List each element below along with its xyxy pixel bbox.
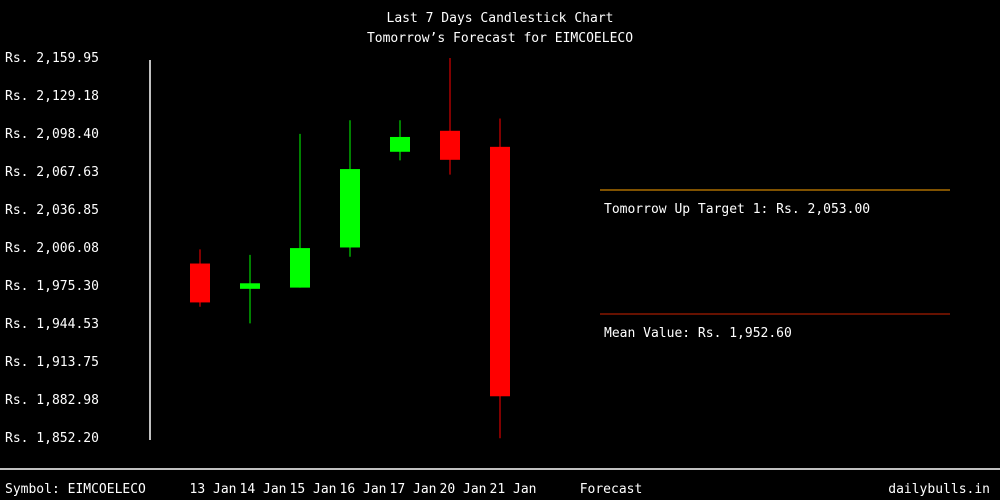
x-axis: 13 Jan 14 Jan 15 Jan 16 Jan 17 Jan 20 Jan 21 J…: [190, 482, 537, 497]
candle-body: [340, 169, 360, 248]
y-tick-label: Rs. 2,098.40: [5, 127, 99, 142]
y-tick-label: Rs. 1,975.30: [5, 279, 99, 294]
y-tick-label: Rs. 1,882.98: [5, 393, 99, 408]
y-axis: Rs. 2,159.95 Rs. 2,129.18 Rs. 2,098.40 Rs. …: [5, 51, 99, 446]
y-tick-label: Rs. 2,067.63: [5, 165, 99, 180]
candle: [240, 254, 260, 324]
forecast-annotation-label: Tomorrow Up Target 1: Rs. 2,053.00: [604, 202, 870, 217]
candle: [440, 57, 460, 175]
y-tick-label: Rs. 1,852.20: [5, 431, 99, 446]
x-tick-label: 17 Jan: [390, 482, 437, 497]
candle-body: [440, 130, 460, 160]
candle-body: [290, 248, 310, 288]
y-tick-label: Rs. 1,944.53: [5, 317, 99, 332]
chart-subtitle: Tomorrow’s Forecast for EIMCOELECO: [367, 31, 633, 46]
forecast-annotation-label: Mean Value: Rs. 1,952.60: [604, 326, 792, 341]
candle-body: [190, 263, 210, 303]
x-tick-label: 16 Jan: [340, 482, 387, 497]
candle: [340, 120, 360, 257]
y-tick-label: Rs. 2,159.95: [5, 51, 99, 66]
chart-title: Last 7 Days Candlestick Chart: [387, 11, 614, 26]
x-tick-label: 20 Jan: [440, 482, 487, 497]
y-tick-label: Rs. 2,129.18: [5, 89, 99, 104]
symbol-label: Symbol: EIMCOELECO: [5, 482, 146, 497]
candle: [490, 118, 510, 439]
forecast-label: Forecast: [580, 482, 643, 497]
x-tick-label: 21 Jan: [490, 482, 537, 497]
candle-body: [490, 146, 510, 397]
site-label: dailybulls.in: [888, 482, 990, 497]
x-tick-label: 14 Jan: [240, 482, 287, 497]
candles-group: [190, 57, 510, 439]
x-tick-label: 13 Jan: [190, 482, 237, 497]
candle: [190, 249, 210, 307]
x-tick-label: 15 Jan: [290, 482, 337, 497]
candle-body: [240, 283, 260, 289]
candle: [390, 120, 410, 161]
y-tick-label: Rs. 1,913.75: [5, 355, 99, 370]
forecast-annotations: Tomorrow Up Target 1: Rs. 2,053.00 Mean V…: [600, 189, 950, 341]
candle: [290, 133, 310, 288]
y-tick-label: Rs. 2,036.85: [5, 203, 99, 218]
y-tick-label: Rs. 2,006.08: [5, 241, 99, 256]
candle-body: [390, 136, 410, 152]
